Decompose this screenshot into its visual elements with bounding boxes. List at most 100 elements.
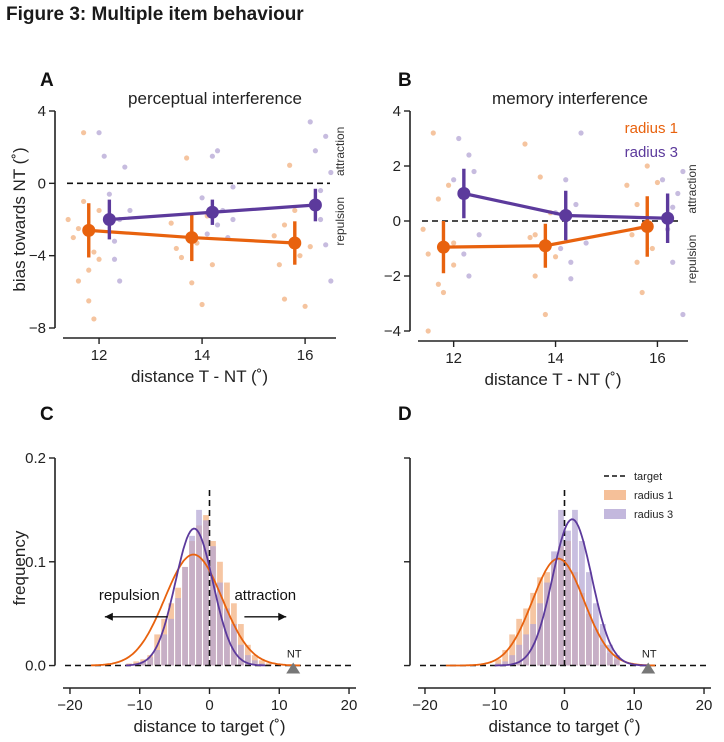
hist-bar — [509, 655, 516, 666]
arrow-head — [278, 612, 287, 621]
legend-swatch — [604, 509, 626, 519]
hist-bar — [558, 509, 564, 666]
scatter-point — [466, 273, 472, 279]
x-tick-label-C: 10 — [271, 697, 288, 714]
hist-bar — [161, 634, 168, 666]
scatter-point — [91, 249, 97, 255]
hist-bar — [182, 566, 188, 666]
fit-curve-radius-3 — [125, 527, 266, 667]
scatter-point — [558, 245, 564, 252]
side-label-repulsion: repulsion — [333, 197, 347, 246]
data-point — [205, 205, 219, 219]
y-tick-label-A: 4 — [38, 103, 46, 120]
hist-bar — [613, 655, 620, 666]
x-tick-label-D: 10 — [626, 697, 643, 714]
scatter-point — [568, 259, 574, 265]
arrow-label-attraction: attraction — [234, 587, 296, 604]
legend-label: radius 1 — [634, 490, 673, 502]
panel-label-B: B — [398, 70, 412, 91]
scatter-point — [117, 278, 123, 284]
scatter-point — [680, 311, 686, 318]
hist-bar — [537, 603, 543, 666]
y-tick-label-B: 0 — [393, 213, 401, 230]
scatter-point — [466, 152, 472, 158]
arrow-head — [104, 612, 113, 621]
scatter-point — [122, 164, 128, 170]
hist-bar — [523, 634, 530, 666]
panel-label-C: C — [40, 404, 54, 425]
hist-bar — [258, 660, 265, 666]
fit-curve-radius-1 — [90, 553, 301, 667]
scatter-point — [168, 220, 174, 226]
data-point — [308, 198, 322, 212]
hist-bar — [579, 541, 585, 666]
scatter-point — [532, 232, 538, 238]
x-tick-label-C: 20 — [341, 697, 358, 714]
scatter-point — [568, 276, 574, 282]
scatter-point — [209, 262, 215, 268]
scatter-point — [420, 226, 426, 232]
y-tick-label-A: −4 — [29, 248, 46, 265]
panel-label-D: D — [398, 404, 412, 425]
hist-bar — [509, 634, 516, 666]
scatter-point — [184, 155, 190, 161]
scatter-point — [307, 119, 313, 125]
scatter-point — [86, 267, 92, 273]
y-tick-label-C: 0.2 — [25, 450, 46, 467]
nt-marker — [286, 662, 301, 674]
scatter-point — [81, 198, 87, 205]
panel-label-A: A — [40, 70, 54, 91]
hist-bar — [168, 618, 175, 666]
scatter-point — [297, 253, 303, 259]
fit-curve-radius-1 — [445, 557, 656, 667]
hist-bar — [502, 649, 509, 666]
scatter-point — [317, 187, 324, 194]
x-tick-label-B: 14 — [547, 350, 564, 367]
scatter-point — [435, 281, 441, 287]
x-axis-label-C: distance to target (˚) — [133, 717, 285, 736]
scatter-point — [101, 153, 107, 159]
scatter-point — [70, 234, 76, 241]
data-point — [436, 240, 450, 254]
y-tick-label-B: −4 — [384, 323, 401, 340]
scatter-point — [552, 254, 559, 260]
scatter-point — [328, 278, 334, 284]
y-tick-label-B: 2 — [393, 158, 401, 175]
scatter-point — [670, 204, 676, 210]
scatter-point — [199, 301, 205, 308]
legend-entry: radius 1 — [625, 120, 678, 137]
scatter-point — [675, 190, 681, 197]
data-point — [661, 211, 675, 225]
scatter-point — [127, 207, 133, 214]
scatter-point — [537, 174, 543, 180]
legend-entry: radius 3 — [625, 144, 678, 161]
nt-marker — [641, 662, 656, 674]
hist-bar — [502, 661, 509, 666]
scatter-point — [476, 232, 482, 238]
scatter-point — [189, 280, 195, 286]
scatter-point — [430, 130, 436, 136]
scatter-point — [532, 273, 538, 279]
scatter-point — [573, 201, 579, 208]
scatter-point — [654, 179, 661, 186]
hist-bar — [217, 582, 223, 666]
scatter-point — [276, 262, 282, 268]
data-point — [559, 209, 573, 222]
scatter-point — [287, 162, 293, 168]
x-tick-label-A: 16 — [297, 347, 314, 364]
hist-bar — [210, 546, 216, 666]
x-axis-label-B: distance T - NT (˚) — [485, 370, 622, 389]
scatter-point — [302, 303, 308, 309]
y-tick-label-B: −2 — [384, 268, 401, 285]
scatter-point — [106, 191, 112, 197]
hist-bar — [196, 509, 202, 666]
scatter-point — [522, 141, 528, 147]
hist-bar — [175, 598, 181, 666]
legend-label: target — [634, 471, 662, 483]
scatter-point — [634, 259, 640, 265]
scatter-point — [199, 195, 205, 201]
panel-C: C 0.0 0.1 0.2 −20 −10 0 10 20 distance to target … — [10, 404, 357, 736]
scatter-point — [328, 169, 334, 176]
